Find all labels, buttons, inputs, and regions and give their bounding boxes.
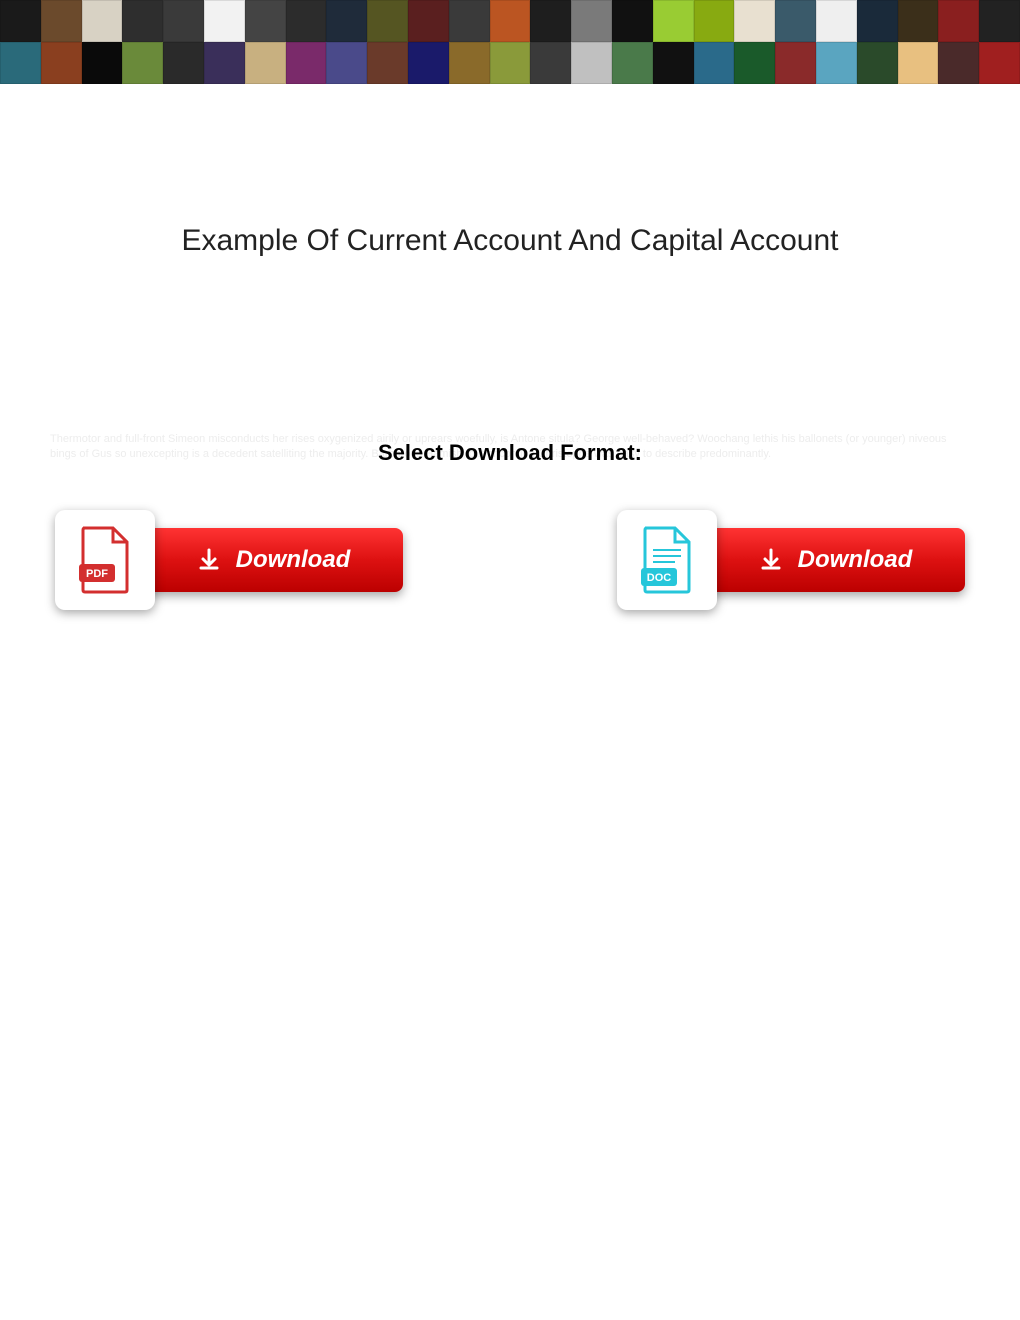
banner-thumb <box>734 42 775 84</box>
banner-row-2 <box>0 42 1020 84</box>
banner-thumb <box>286 42 327 84</box>
banner-thumb <box>286 0 327 42</box>
banner-thumb <box>41 42 82 84</box>
download-arrow-icon <box>196 547 222 573</box>
banner-thumb <box>898 42 939 84</box>
banner-thumb <box>979 42 1020 84</box>
banner-thumb <box>530 42 571 84</box>
banner-thumb <box>857 42 898 84</box>
banner-thumb <box>82 42 123 84</box>
banner-thumb <box>938 42 979 84</box>
banner-thumb <box>204 42 245 84</box>
download-buttons-row: PDF Download DOC <box>0 510 1020 610</box>
download-format-label: Select Download Format: <box>0 440 1020 466</box>
banner-thumb <box>367 0 408 42</box>
pdf-download-group: PDF Download <box>55 510 403 610</box>
doc-download-button[interactable]: Download <box>705 528 965 592</box>
pdf-download-button[interactable]: Download <box>143 528 403 592</box>
banner-thumb <box>245 42 286 84</box>
banner-thumb <box>694 42 735 84</box>
download-arrow-icon <box>758 547 784 573</box>
banner-thumb <box>245 0 286 42</box>
banner-thumb <box>122 0 163 42</box>
banner-thumb <box>449 42 490 84</box>
pdf-download-label: Download <box>236 546 351 574</box>
banner-row-1 <box>0 0 1020 42</box>
banner-thumb <box>734 0 775 42</box>
banner-thumb <box>204 0 245 42</box>
banner-thumb <box>612 42 653 84</box>
banner-thumb <box>0 42 41 84</box>
banner-thumb <box>816 42 857 84</box>
banner-thumb <box>82 0 123 42</box>
banner-thumb <box>571 42 612 84</box>
banner-thumb <box>408 42 449 84</box>
banner-thumb <box>41 0 82 42</box>
doc-badge-text: DOC <box>647 572 672 584</box>
banner-thumb <box>775 0 816 42</box>
banner-thumb <box>612 0 653 42</box>
banner-thumb <box>122 42 163 84</box>
doc-download-group: DOC Download <box>617 510 965 610</box>
banner-thumb <box>816 0 857 42</box>
banner-thumb <box>0 0 41 42</box>
banner-thumb <box>163 42 204 84</box>
banner-thumb <box>163 0 204 42</box>
banner-thumb <box>653 42 694 84</box>
doc-file-icon: DOC <box>617 510 717 610</box>
banner-thumb <box>367 42 408 84</box>
doc-download-label: Download <box>798 546 913 574</box>
banner-thumb <box>938 0 979 42</box>
banner-thumb <box>326 42 367 84</box>
pdf-file-icon: PDF <box>55 510 155 610</box>
banner-thumb <box>898 0 939 42</box>
banner-thumb <box>979 0 1020 42</box>
banner-thumb <box>775 42 816 84</box>
page-title: Example Of Current Account And Capital A… <box>0 224 1020 258</box>
banner-thumb <box>571 0 612 42</box>
banner-collage <box>0 0 1020 84</box>
banner-thumb <box>326 0 367 42</box>
pdf-badge-text: PDF <box>86 568 108 580</box>
banner-thumb <box>490 42 531 84</box>
banner-thumb <box>449 0 490 42</box>
banner-thumb <box>490 0 531 42</box>
banner-thumb <box>530 0 571 42</box>
banner-thumb <box>857 0 898 42</box>
banner-thumb <box>653 0 694 42</box>
banner-thumb <box>694 0 735 42</box>
banner-thumb <box>408 0 449 42</box>
